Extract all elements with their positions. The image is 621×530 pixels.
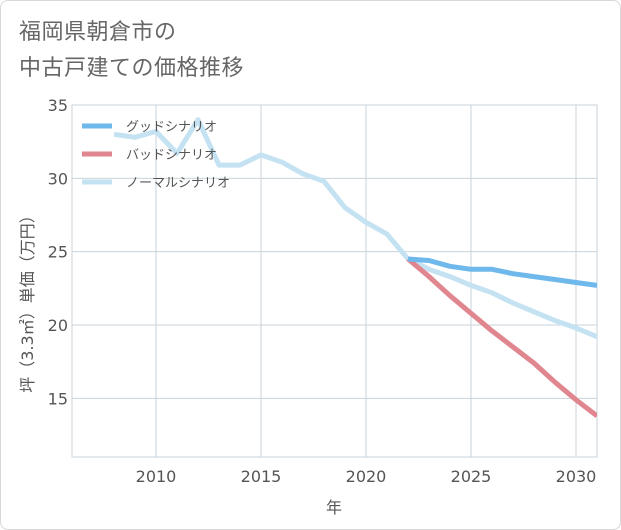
y-axis-label: 坪（3.3㎡）単価（万円） xyxy=(18,207,37,392)
x-tick-label: 2020 xyxy=(346,467,387,486)
y-tick-label: 25 xyxy=(48,243,68,262)
legend-label: バッドシナリオ xyxy=(126,148,217,163)
y-tick-label: 20 xyxy=(48,316,68,335)
y-tick-label: 35 xyxy=(48,96,68,115)
chart-title: 福岡県朝倉市の 中古戸建ての価格推移 xyxy=(19,15,244,87)
x-axis-ticks: 2010 2015 2020 2025 2030 xyxy=(136,467,597,486)
series-line-2 xyxy=(113,117,597,340)
series-line-0 xyxy=(407,256,597,288)
y-tick-label: 30 xyxy=(48,169,68,188)
chart-title-line2: 中古戸建ての価格推移 xyxy=(19,56,245,81)
x-tick-label: 2010 xyxy=(136,467,177,486)
y-tick-label: 15 xyxy=(48,389,68,408)
series-line-1 xyxy=(406,257,597,418)
x-axis-label: 年 xyxy=(326,498,342,517)
x-tick-label: 2030 xyxy=(556,467,597,486)
x-tick-label: 2015 xyxy=(241,467,282,486)
legend-label: ノーマルシナリオ xyxy=(126,176,230,191)
series-lines xyxy=(113,117,597,418)
legend-label: グッドシナリオ xyxy=(126,120,217,135)
chart-title-line1: 福岡県朝倉市の xyxy=(19,20,177,45)
y-axis-ticks: 15 20 25 30 35 xyxy=(48,96,68,408)
x-tick-label: 2025 xyxy=(451,467,492,486)
